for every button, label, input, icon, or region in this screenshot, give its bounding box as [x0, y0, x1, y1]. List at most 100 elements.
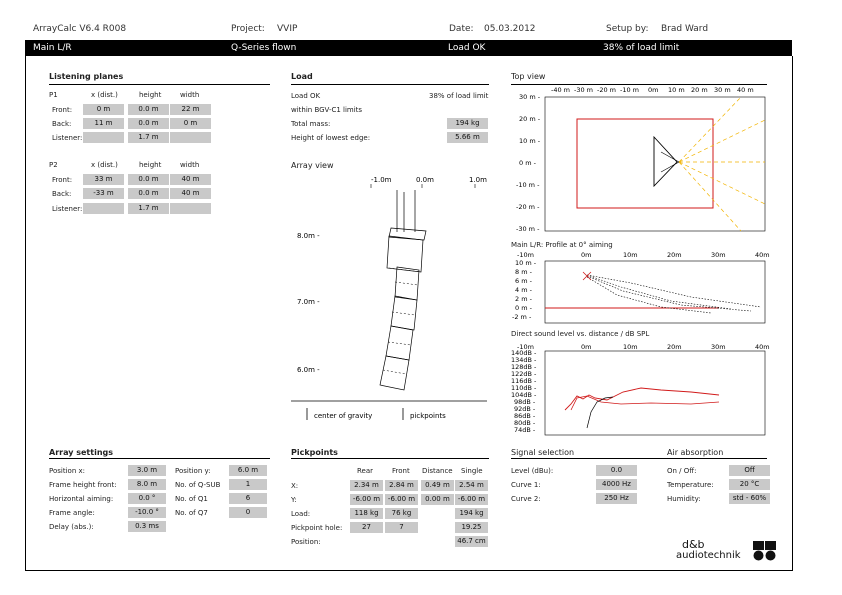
- p1-front-h[interactable]: 0.0 m: [128, 104, 169, 115]
- temp-value[interactable]: 20 °C: [729, 479, 770, 490]
- svg-text:-10m: -10m: [517, 343, 534, 351]
- pp-hole-single: 19.25: [455, 522, 488, 533]
- pp-col-rear: Rear: [357, 467, 374, 475]
- col-height-2: height: [139, 161, 162, 169]
- pos-x-value[interactable]: 3.0 m: [128, 465, 166, 476]
- curve2-label: Curve 2:: [511, 495, 541, 503]
- svg-text:74dB -: 74dB -: [514, 426, 536, 434]
- setup-value: Brad Ward: [661, 24, 709, 34]
- q7-label: No. of Q7: [175, 509, 208, 517]
- p1-back-w[interactable]: 0 m: [170, 118, 211, 129]
- p1-front-w[interactable]: 22 m: [170, 104, 211, 115]
- q1-value[interactable]: 6: [229, 493, 267, 504]
- svg-text:30m: 30m: [711, 251, 726, 259]
- svg-text:-20 m -: -20 m -: [516, 203, 540, 211]
- p2-back-label: Back:: [52, 190, 72, 198]
- level-value[interactable]: 0.0: [596, 465, 637, 476]
- level-label: Level (dBu):: [511, 467, 554, 475]
- svg-text:-2 m -: -2 m -: [512, 313, 532, 321]
- p1-back-x[interactable]: 11 m: [83, 118, 124, 129]
- p1-back-h[interactable]: 0.0 m: [128, 118, 169, 129]
- av-y-tick-3: 6.0m -: [297, 366, 320, 374]
- col-width: width: [180, 91, 200, 99]
- horiz-value[interactable]: 0.0 °: [128, 493, 166, 504]
- p1-listener-empty2: [170, 132, 211, 143]
- svg-text:10m: 10m: [623, 251, 638, 259]
- svg-text:98dB -: 98dB -: [514, 398, 536, 406]
- setup-label: Setup by:: [606, 24, 649, 34]
- svg-text:10 m -: 10 m -: [519, 137, 541, 145]
- svg-text:0m: 0m: [581, 251, 591, 259]
- p2-front-x[interactable]: 33 m: [83, 174, 124, 185]
- frame-h-value[interactable]: 8.0 m: [128, 479, 166, 490]
- pp-pos-label: Position:: [291, 538, 321, 546]
- curve1-value[interactable]: 4000 Hz: [596, 479, 637, 490]
- p2-back-x[interactable]: -33 m: [83, 188, 124, 199]
- p2-back-w[interactable]: 40 m: [170, 188, 211, 199]
- angle-value[interactable]: -10.0 °: [128, 507, 166, 518]
- logo-mark-icon: [753, 541, 776, 561]
- svg-text:20m: 20m: [667, 251, 682, 259]
- humidity-value[interactable]: std - 60%: [729, 493, 770, 504]
- p1-listener-label: Listener:: [52, 134, 83, 142]
- p1-back-label: Back:: [52, 120, 72, 128]
- load-title: Load: [291, 72, 313, 81]
- pp-y-rear: -6.00 m: [350, 494, 383, 505]
- bar-load: Load OK: [448, 43, 486, 53]
- pp-pos-value: 46.7 cm: [455, 536, 488, 547]
- av-y-tick-1: 8.0m -: [297, 232, 320, 240]
- legend-cog: center of gravity: [314, 412, 372, 420]
- pp-y-front: -6.00 m: [385, 494, 418, 505]
- svg-text:20m: 20m: [667, 343, 682, 351]
- svg-text:10m: 10m: [623, 343, 638, 351]
- pp-x-distance: 0.49 m: [421, 480, 454, 491]
- date-value: 05.03.2012: [484, 24, 536, 34]
- p1-front-x[interactable]: 0 m: [83, 104, 124, 115]
- load-status: Load OK: [291, 92, 321, 100]
- delay-label: Delay (abs.):: [49, 523, 94, 531]
- spl-title: Direct sound level vs. distance / dB SPL: [511, 330, 650, 338]
- page-frame: [25, 56, 793, 571]
- p2-back-h[interactable]: 0.0 m: [128, 188, 169, 199]
- pos-y-label: Position y:: [175, 467, 211, 475]
- array-settings-title: Array settings: [49, 448, 113, 457]
- svg-text:2 m -: 2 m -: [515, 295, 533, 303]
- pp-load-label: Load:: [291, 510, 311, 518]
- pp-load-rear: 118 kg: [350, 508, 383, 519]
- p1-front-label: Front:: [52, 106, 73, 114]
- p2-front-w[interactable]: 40 m: [170, 174, 211, 185]
- edge-value: 5.66 m: [447, 132, 488, 143]
- onoff-label: On / Off:: [667, 467, 697, 475]
- onoff-value[interactable]: Off: [729, 465, 770, 476]
- svg-text:0 m -: 0 m -: [515, 304, 533, 312]
- col-width-2: width: [180, 161, 200, 169]
- svg-text:-10 m -: -10 m -: [516, 181, 540, 189]
- pp-col-distance: Distance: [422, 467, 453, 475]
- svg-text:80dB -: 80dB -: [514, 419, 536, 427]
- curve2-value[interactable]: 250 Hz: [596, 493, 637, 504]
- svg-text:0 m -: 0 m -: [519, 159, 537, 167]
- p2-front-h[interactable]: 0.0 m: [128, 174, 169, 185]
- svg-text:134dB -: 134dB -: [511, 356, 537, 364]
- pos-y-value[interactable]: 6.0 m: [229, 465, 267, 476]
- svg-text:10 m: 10 m: [668, 86, 685, 94]
- p1-listener-h[interactable]: 1.7 m: [128, 132, 169, 143]
- angle-label: Frame angle:: [49, 509, 95, 517]
- p2-listener-h[interactable]: 1.7 m: [128, 203, 169, 214]
- av-x-tick-3: 1.0m: [469, 176, 487, 184]
- app-version: ArrayCalc V6.4 R008: [33, 24, 127, 34]
- svg-text:92dB -: 92dB -: [514, 405, 536, 413]
- listening-title: Listening planes: [49, 72, 124, 81]
- col-x-2: x (dist.): [91, 161, 118, 169]
- svg-text:128dB -: 128dB -: [511, 363, 537, 371]
- svg-text:8 m -: 8 m -: [515, 268, 533, 276]
- qsub-value[interactable]: 1: [229, 479, 267, 490]
- svg-text:30m: 30m: [711, 343, 726, 351]
- profile-plot: -10m 0m 10m 20m 30m 40m 10 m - 8 m - 6 m…: [512, 251, 770, 324]
- svg-text:-30 m -: -30 m -: [516, 225, 540, 233]
- p2-listener-empty2: [170, 203, 211, 214]
- pickpoints-title: Pickpoints: [291, 448, 338, 457]
- signal-title: Signal selection: [511, 448, 575, 457]
- delay-value[interactable]: 0.3 ms: [128, 521, 166, 532]
- q7-value[interactable]: 0: [229, 507, 267, 518]
